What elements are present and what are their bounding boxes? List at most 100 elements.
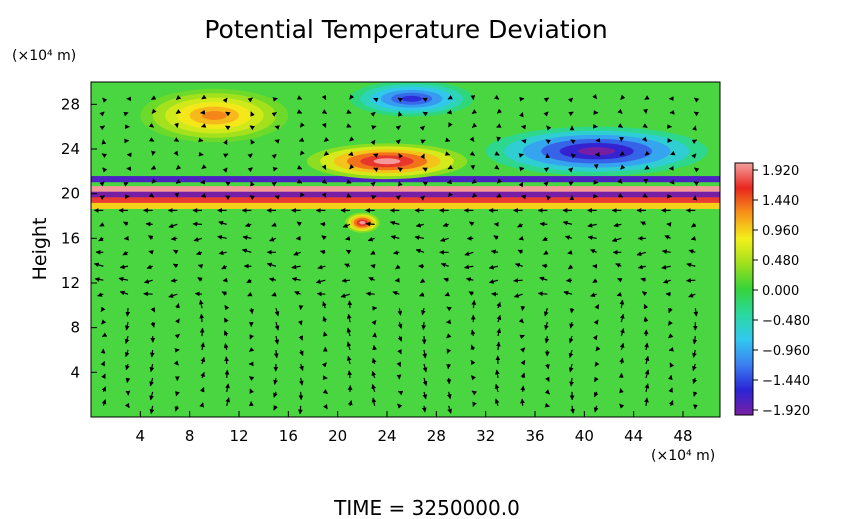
wind-vector bbox=[221, 264, 227, 270]
wind-vector bbox=[125, 377, 131, 383]
wind-vector bbox=[517, 222, 523, 228]
wind-vector bbox=[488, 264, 499, 270]
wind-vector bbox=[617, 192, 624, 198]
y-tick-label: 20 bbox=[61, 185, 80, 203]
wind-vector bbox=[149, 363, 155, 373]
wind-vector bbox=[225, 397, 231, 406]
wind-vector bbox=[291, 264, 301, 270]
wind-vector bbox=[347, 400, 353, 406]
wind-vector bbox=[101, 399, 107, 407]
wind-vector bbox=[471, 192, 478, 198]
wind-vector bbox=[371, 384, 377, 393]
wind-vector bbox=[200, 371, 205, 379]
wind-vector bbox=[249, 195, 255, 200]
wind-vector bbox=[543, 97, 550, 103]
colorbar bbox=[734, 162, 754, 416]
wind-vector bbox=[570, 405, 575, 414]
wind-vector bbox=[249, 334, 254, 340]
wind-vector bbox=[273, 377, 278, 385]
wind-vector bbox=[150, 307, 156, 313]
wind-vector bbox=[422, 391, 428, 400]
x-tick-label: 12 bbox=[229, 427, 248, 445]
y-tick-label: 4 bbox=[70, 363, 80, 381]
wind-vector bbox=[172, 263, 179, 269]
wind-vector bbox=[197, 264, 204, 269]
wind-vector bbox=[225, 195, 231, 200]
wind-vector bbox=[446, 377, 452, 385]
colorbar-tick-label: −0.960 bbox=[762, 344, 810, 359]
colorbar-tick-label: 1.440 bbox=[762, 194, 799, 209]
wind-vector bbox=[570, 153, 577, 159]
wind-vector bbox=[568, 335, 574, 344]
wind-vector bbox=[446, 333, 452, 339]
wind-vector bbox=[341, 278, 351, 283]
wind-vector bbox=[543, 181, 549, 187]
wind-vector bbox=[242, 235, 252, 240]
wind-vector bbox=[422, 181, 428, 187]
wind-vector bbox=[296, 109, 303, 114]
wind-vector bbox=[617, 108, 623, 114]
wind-vector bbox=[94, 277, 104, 282]
x-tick-label: 36 bbox=[525, 427, 544, 445]
wind-vector bbox=[321, 109, 328, 115]
wind-vector bbox=[125, 308, 131, 317]
wind-vector bbox=[299, 349, 304, 356]
wind-vector bbox=[469, 136, 475, 142]
wind-vector bbox=[496, 314, 502, 323]
wind-vector bbox=[470, 344, 476, 351]
wind-vector bbox=[197, 277, 203, 282]
wind-vector bbox=[568, 349, 574, 359]
colorbar-tick-label: −1.920 bbox=[762, 404, 810, 419]
wind-vector bbox=[223, 317, 229, 323]
wind-vector bbox=[518, 235, 524, 241]
wind-vector bbox=[271, 222, 277, 227]
wind-vector bbox=[273, 349, 279, 359]
wind-vector bbox=[149, 377, 154, 387]
wind-vector bbox=[590, 292, 597, 298]
wind-vector bbox=[99, 125, 105, 131]
wind-vector bbox=[469, 151, 476, 156]
wind-vector bbox=[223, 330, 229, 337]
wind-vector bbox=[644, 95, 650, 101]
wind-vector bbox=[619, 342, 625, 351]
x-tick-label: 44 bbox=[624, 427, 643, 445]
wind-vector bbox=[494, 151, 500, 156]
wind-vector bbox=[446, 306, 452, 312]
wind-vector bbox=[365, 221, 375, 227]
wind-vector bbox=[568, 111, 574, 117]
wind-vector bbox=[394, 277, 400, 283]
x-tick-label: 20 bbox=[328, 427, 347, 445]
wind-vector bbox=[419, 125, 425, 131]
wind-vector bbox=[541, 263, 548, 269]
wind-vector bbox=[315, 279, 326, 284]
wind-vector bbox=[544, 402, 550, 408]
wind-vector bbox=[173, 150, 179, 156]
wind-vector bbox=[274, 335, 280, 345]
wind-vector bbox=[221, 291, 227, 296]
wind-vector bbox=[644, 165, 650, 170]
chart-title: Potential Temperature Deviation bbox=[204, 15, 607, 44]
wind-vector bbox=[471, 390, 477, 396]
wind-vector bbox=[101, 386, 107, 393]
plot-area bbox=[91, 82, 720, 417]
wind-vector bbox=[344, 263, 351, 268]
wind-vector bbox=[397, 403, 403, 409]
wind-vector bbox=[688, 293, 696, 298]
wind-vector bbox=[590, 249, 597, 254]
wind-vector bbox=[466, 277, 474, 282]
wind-vector bbox=[543, 250, 549, 255]
wind-vector bbox=[643, 303, 649, 310]
wind-vector bbox=[694, 97, 700, 103]
wind-vector bbox=[419, 195, 425, 201]
temperature-band bbox=[91, 191, 720, 198]
wind-vector bbox=[222, 97, 228, 103]
wind-vector bbox=[446, 348, 452, 354]
wind-vector bbox=[422, 377, 428, 387]
wind-vector bbox=[224, 305, 230, 311]
wind-vector bbox=[225, 125, 231, 131]
temperature-bands bbox=[91, 176, 720, 210]
wind-vector bbox=[520, 385, 526, 392]
wind-vector bbox=[150, 165, 157, 170]
wind-vector bbox=[148, 250, 154, 255]
wind-vector bbox=[543, 167, 549, 173]
